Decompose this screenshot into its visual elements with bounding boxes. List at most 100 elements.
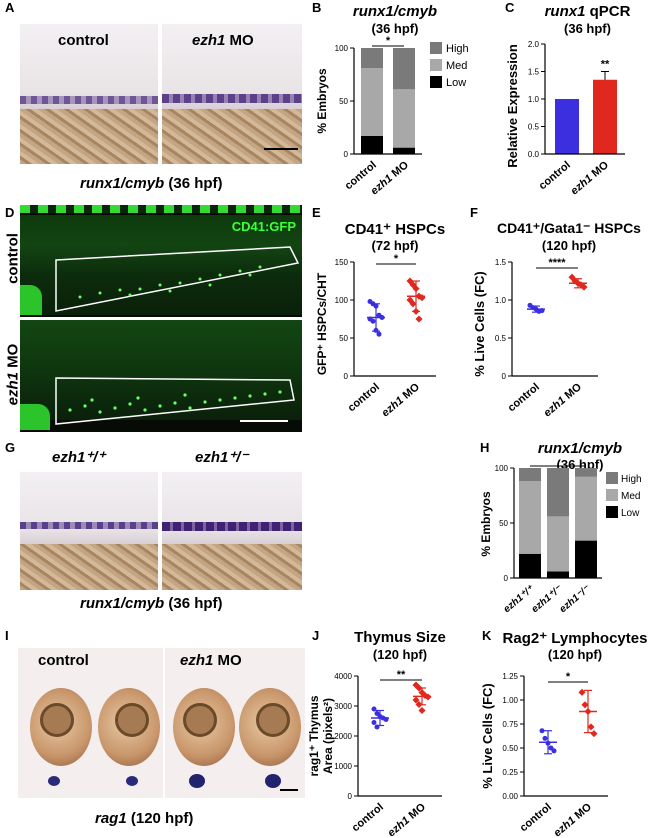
caption-g: runx1/cmyb (36 hpf)	[80, 595, 223, 612]
significance-label: **	[397, 669, 406, 681]
y-tick-label: 0.50	[502, 744, 518, 753]
panel-letter-i: I	[5, 628, 9, 643]
y-axis-label: GFP⁺ HSPCs/CHT	[315, 272, 329, 375]
chart-e-subtitle: (72 hpf)	[371, 238, 419, 253]
significance-label: ****	[563, 462, 581, 467]
label-ezh1-het: ezh1⁺/⁻	[195, 449, 249, 466]
y-tick-label: 100	[335, 44, 349, 53]
label-ezh1-mo-vertical: ezh1 MO	[4, 343, 22, 406]
panel-letter-a: A	[5, 0, 15, 15]
bar-med	[361, 68, 383, 136]
panel-letter-g: G	[5, 440, 16, 455]
y-tick-label: 50	[339, 97, 348, 106]
legend-label: Med	[621, 491, 640, 502]
bar	[555, 99, 579, 154]
data-point	[415, 315, 423, 323]
data-point	[376, 331, 382, 337]
data-point	[587, 723, 595, 731]
data-point	[551, 748, 557, 754]
label-control-vertical: control	[4, 233, 22, 284]
x-tick-label: ezh1 MO	[542, 381, 585, 420]
label-control: control	[38, 652, 89, 669]
y-axis-label: % Embryos	[315, 68, 329, 134]
data-point	[371, 720, 377, 725]
y-tick-label: 2.0	[528, 40, 540, 49]
chart-k-title: Rag2⁺ Lymphocytes	[502, 630, 648, 647]
y-tick-label: 50	[499, 519, 508, 528]
bar-high	[361, 48, 383, 69]
bar-med	[547, 516, 569, 572]
scale-bar	[280, 789, 298, 791]
label-ezh1-mo: ezh1 MO	[192, 32, 254, 49]
bar-high	[575, 468, 597, 477]
bar-med	[393, 89, 415, 148]
y-tick-label: 50	[339, 334, 348, 343]
significance-label: **	[601, 59, 610, 71]
panel-letter-h: H	[480, 440, 490, 455]
y-tick-label: 1.0	[528, 95, 540, 104]
chart-j-subtitle: (120 hpf)	[372, 647, 428, 662]
y-tick-label: 0.0	[528, 150, 540, 159]
panel-letter-f: F	[470, 205, 478, 220]
caption-i: rag1 (120 hpf)	[95, 810, 194, 827]
chart-c-subtitle: (36 hpf)	[564, 21, 611, 36]
chart-k-subtitle: (120 hpf)	[547, 647, 603, 662]
data-point	[370, 318, 376, 324]
x-tick-label: control	[537, 159, 573, 192]
legend-swatch	[606, 506, 618, 518]
y-tick-label: 0	[344, 150, 349, 159]
significance-label: *	[394, 254, 399, 265]
ish-image-het	[162, 472, 302, 590]
legend-label: High	[446, 43, 469, 55]
y-tick-label: 100	[495, 464, 509, 473]
bar-low	[519, 553, 541, 578]
x-tick-label: ezh1⁻/⁻	[558, 583, 594, 612]
panel-letter-j: J	[312, 628, 320, 643]
chart-j: 0 1000 2000 3000 4000 ** control ezh1 MO rag1⁺ T…	[308, 669, 442, 838]
y-tick-label: 0.25	[502, 768, 518, 777]
y-tick-label: 0	[502, 372, 507, 381]
y-tick-label: 4000	[334, 672, 352, 681]
marker-label: CD41:GFP	[231, 219, 296, 234]
y-tick-label: 1000	[334, 762, 352, 771]
y-tick-label: 0	[344, 372, 349, 381]
y-tick-label: 1.5	[495, 258, 507, 267]
x-tick-label: ezh1 MO	[552, 801, 595, 838]
y-axis-label: Relative Expression	[505, 44, 520, 168]
larva-image-control	[18, 648, 163, 798]
legend-label: Low	[446, 77, 466, 89]
bar	[593, 79, 617, 154]
panel-letter-e: E	[312, 205, 321, 220]
chart-b-title: runx1/cmyb	[352, 3, 438, 20]
bar-high	[519, 468, 541, 482]
label-ezh1-mo: ezh1 MO	[180, 652, 242, 669]
chart-h-title: runx1/cmyb	[537, 440, 623, 457]
chart-c-title: runx1 qPCR	[544, 3, 631, 20]
chart-e-title: CD41⁺ HSPCs	[344, 221, 446, 238]
x-tick-label: ezh1 MO	[569, 159, 612, 196]
significance-label: *	[566, 671, 571, 683]
y-tick-label: 2000	[334, 732, 352, 741]
y-axis-label: % Live Cells (FC)	[480, 683, 495, 788]
y-tick-label: 1.00	[502, 696, 518, 705]
chart-h: % Embryos050100********HighMedLowezh1⁺/⁺…	[479, 462, 642, 612]
data-point	[412, 696, 420, 704]
chart-j-title: Thymus Size	[354, 629, 446, 646]
bar-high	[393, 48, 415, 90]
legend-label: High	[621, 474, 642, 485]
data-point	[578, 688, 586, 696]
y-tick-label: 0.5	[495, 334, 507, 343]
y-axis-label-2: Area (pixels²)	[321, 698, 335, 774]
scale-bar	[240, 420, 288, 422]
y-tick-label: 0.5	[528, 123, 540, 132]
legend-swatch	[606, 489, 618, 501]
panel-letter-b: B	[312, 0, 322, 15]
fluorescence-image-ezh1-mo	[20, 320, 302, 432]
chart-f-subtitle: (120 hpf)	[541, 238, 597, 253]
larva-image-ezh1-mo	[165, 648, 305, 798]
x-tick-label: control	[350, 801, 386, 834]
y-tick-label: 0.75	[502, 720, 518, 729]
